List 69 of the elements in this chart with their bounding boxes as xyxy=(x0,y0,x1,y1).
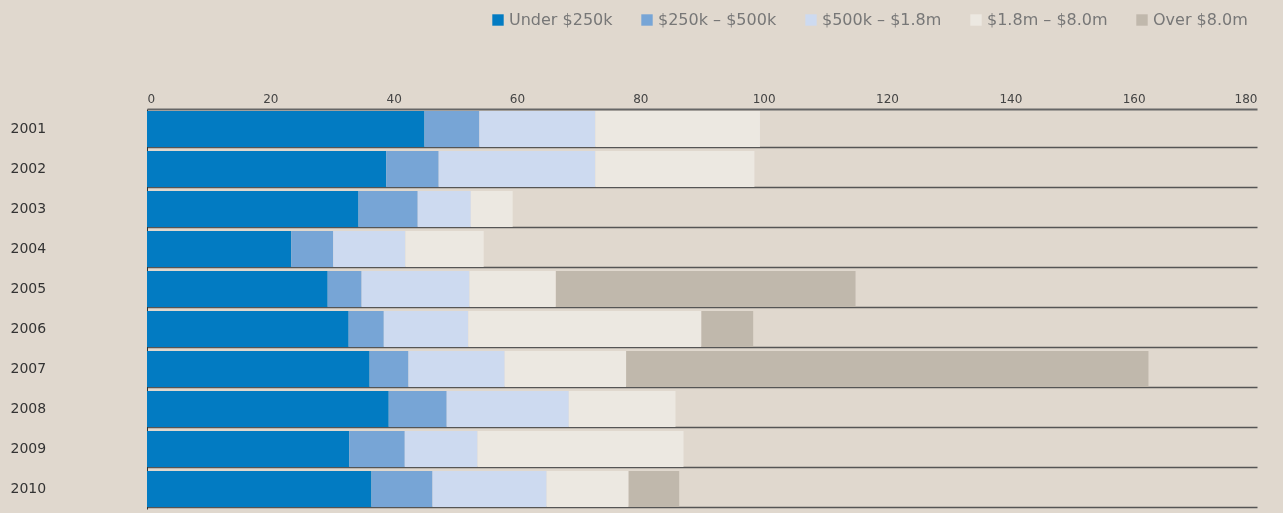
bar xyxy=(701,311,754,347)
y-tick-label: 2008 xyxy=(10,400,47,416)
bar xyxy=(470,191,513,227)
x-tick-label: 0 xyxy=(147,91,156,106)
bar xyxy=(504,351,627,387)
bar xyxy=(147,151,387,187)
bar xyxy=(438,151,596,187)
bar xyxy=(147,191,359,227)
x-tick-label: 100 xyxy=(752,91,776,106)
y-tick-label: 2002 xyxy=(10,160,47,176)
bar xyxy=(555,271,856,307)
bar xyxy=(446,391,569,427)
bar xyxy=(595,151,755,187)
bar xyxy=(147,271,328,307)
bar xyxy=(432,471,547,507)
bar xyxy=(405,231,484,267)
x-tick-label: 60 xyxy=(509,91,526,106)
bar xyxy=(327,271,362,307)
legend-label: Over $8.0m xyxy=(1153,10,1248,29)
bar xyxy=(369,351,409,387)
x-tick-label: 80 xyxy=(633,91,649,106)
bar xyxy=(349,431,405,467)
y-tick-label: 2009 xyxy=(10,440,47,456)
y-tick-label: 2003 xyxy=(10,200,47,216)
x-tick-label: 120 xyxy=(876,91,899,106)
bar xyxy=(383,311,469,347)
bar xyxy=(468,311,702,347)
bar xyxy=(628,471,680,507)
bar xyxy=(417,191,471,227)
bar xyxy=(147,391,389,427)
x-tick-label: 180 xyxy=(1234,91,1258,106)
bar xyxy=(371,471,433,507)
x-tick-label: 20 xyxy=(263,91,279,106)
bar xyxy=(358,191,418,227)
legend-label: $250k – $500k xyxy=(658,10,777,29)
legend-label: $500k – $1.8m xyxy=(822,10,942,29)
bar xyxy=(626,351,1149,387)
bar xyxy=(546,471,629,507)
y-tick-label: 2001 xyxy=(10,120,47,136)
bar xyxy=(469,271,556,307)
y-tick-label: 2004 xyxy=(10,240,47,256)
bar xyxy=(424,111,480,147)
bar xyxy=(386,151,439,187)
y-tick-label: 2005 xyxy=(10,280,47,296)
y-tick-label: 2010 xyxy=(10,480,47,496)
bar xyxy=(147,311,349,347)
x-tick-label: 160 xyxy=(1122,91,1146,106)
y-tick-label: 2006 xyxy=(10,320,47,336)
bar xyxy=(147,431,350,467)
bar xyxy=(348,311,384,347)
bar xyxy=(147,351,370,387)
x-tick-label: 40 xyxy=(386,91,402,106)
bar xyxy=(477,431,684,467)
bar xyxy=(404,431,478,467)
bar xyxy=(568,391,676,427)
bar xyxy=(388,391,447,427)
legend-label: $1.8m – $8.0m xyxy=(987,10,1108,29)
legend-label: Under $250k xyxy=(509,10,614,29)
bar xyxy=(408,351,505,387)
y-tick-label: 2007 xyxy=(10,360,47,376)
bar xyxy=(147,231,292,267)
bar xyxy=(595,111,760,147)
bar xyxy=(479,111,596,147)
x-tick-label: 140 xyxy=(999,91,1023,106)
bar xyxy=(147,111,425,147)
bar xyxy=(361,271,470,307)
bar xyxy=(333,231,406,267)
bar xyxy=(291,231,334,267)
bar xyxy=(147,471,372,507)
